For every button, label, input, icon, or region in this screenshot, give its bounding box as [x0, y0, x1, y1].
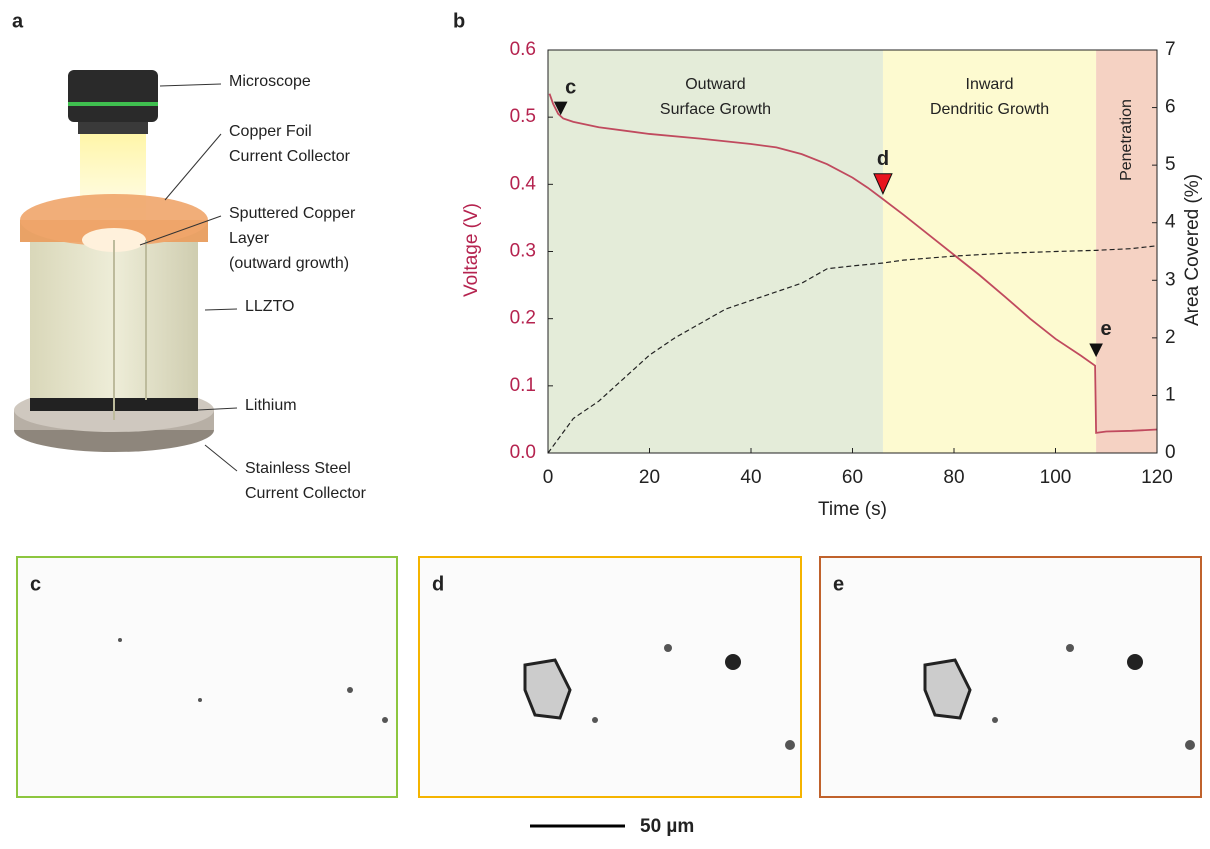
micrograph-label: d [432, 573, 444, 595]
micrograph-c [17, 557, 397, 797]
leader-line [160, 84, 221, 86]
region-label: Outward [685, 76, 745, 93]
figure: 50 µm a Microscope Copper Foil Current Coll… [0, 0, 1210, 849]
y2-tick-label: 1 [1165, 384, 1176, 405]
micrograph-label: e [833, 573, 844, 595]
y-tick-label: 0.6 [510, 39, 536, 60]
diagram-label: Current Collector [229, 148, 351, 165]
x-tick-label: 60 [842, 467, 863, 488]
leader-line [165, 134, 221, 200]
region-label: Penetration [1118, 99, 1135, 181]
y2-tick-label: 4 [1165, 212, 1176, 233]
leader-line [205, 445, 237, 471]
y-tick-label: 0.1 [510, 375, 536, 396]
panel-label: b [453, 10, 465, 32]
x-tick-label: 120 [1141, 467, 1173, 488]
diagram-label: Current Collector [245, 485, 367, 502]
panel-label: a [12, 10, 24, 32]
x-tick-label: 100 [1040, 467, 1072, 488]
y2-tick-label: 3 [1165, 269, 1176, 290]
x-axis-label: Time (s) [818, 499, 887, 520]
x-tick-label: 20 [639, 467, 660, 488]
region-label: Surface Growth [660, 101, 771, 118]
y-tick-label: 0.3 [510, 241, 536, 262]
annotation-label: c [565, 76, 576, 98]
region-label: Inward [966, 76, 1014, 93]
diagram-label: Copper Foil [229, 123, 312, 140]
y-tick-label: 0.0 [510, 442, 536, 463]
y-axis-label: Voltage (V) [461, 203, 482, 297]
y-tick-label: 0.2 [510, 308, 536, 329]
cell-diagram [14, 70, 214, 452]
diagram-label: Lithium [245, 397, 297, 414]
x-tick-label: 0 [543, 467, 554, 488]
diagram-label: LLZTO [245, 298, 295, 315]
diagram-label: Stainless Steel [245, 460, 351, 477]
diagram-label: Sputtered Copper [229, 205, 356, 222]
micrograph-label: c [30, 573, 41, 595]
diagram-label: Layer [229, 230, 270, 247]
y-tick-label: 0.4 [510, 173, 537, 194]
annotation-label: d [877, 148, 889, 170]
diagram-label: Microscope [229, 73, 311, 90]
y2-tick-label: 6 [1165, 97, 1176, 118]
y2-axis-label: Area Covered (%) [1182, 174, 1203, 326]
page: 50 µm a Microscope Copper Foil Current Coll… [0, 0, 1210, 849]
y2-tick-label: 2 [1165, 327, 1176, 348]
annotation-label: e [1101, 318, 1112, 340]
y-tick-label: 0.5 [510, 106, 536, 127]
y2-tick-label: 7 [1165, 39, 1176, 60]
y2-tick-label: 0 [1165, 442, 1176, 463]
x-tick-label: 80 [943, 467, 964, 488]
x-tick-label: 40 [740, 467, 761, 488]
scale-bar-label: 50 µm [640, 816, 694, 837]
leader-line [205, 309, 237, 310]
micrograph-e [820, 557, 1201, 797]
region-label: Dendritic Growth [930, 101, 1049, 118]
diagram-label: (outward growth) [229, 255, 349, 272]
y2-tick-label: 5 [1165, 154, 1176, 175]
micrograph-d [419, 557, 801, 797]
